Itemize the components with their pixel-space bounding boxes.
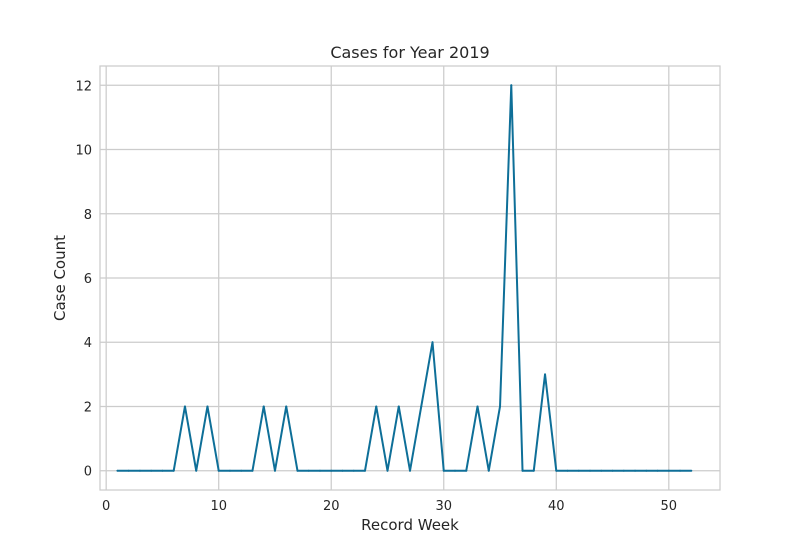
y-tick-label: 12 [75,79,92,94]
series-line [117,84,692,472]
data-point [330,469,333,472]
data-point [352,469,355,472]
plot-frame [99,65,721,491]
data-point [161,469,164,472]
y-tick-label: 6 [84,272,92,287]
data-point [285,405,288,408]
x-tick-labels: 0 10 20 30 40 50 [102,499,677,514]
data-point [431,341,434,344]
data-point [195,469,198,472]
data-point [273,469,276,472]
data-point [375,405,378,408]
data-point [645,469,648,472]
data-point [206,405,209,408]
data-point [544,373,547,376]
y-tick-label: 8 [84,208,92,223]
y-tick-labels: 0 2 4 6 8 10 12 [75,79,92,479]
data-point [386,469,389,472]
grid [100,66,720,490]
data-point [172,469,175,472]
data-point [442,469,445,472]
data-point [150,469,153,472]
y-axis-label: Case Count [51,235,69,321]
data-point [318,469,321,472]
data-point [397,405,400,408]
data-point [476,405,479,408]
series-layer [116,84,693,472]
data-point [420,405,423,408]
data-point [183,405,186,408]
data-point [409,469,411,472]
data-point [589,469,592,472]
data-point [679,469,682,472]
data-point [577,469,580,472]
data-point [217,469,220,472]
data-point [521,469,524,472]
data-point [116,469,119,472]
data-point [307,469,310,472]
x-tick-label: 20 [323,499,340,514]
data-point [622,469,625,472]
data-point [566,469,569,472]
data-point [251,469,254,472]
x-axis-label: Record Week [361,516,459,534]
data-point [555,469,558,472]
data-point [600,469,603,472]
x-tick-label: 40 [548,499,565,514]
data-point [138,469,141,472]
y-tick-label: 10 [75,144,92,159]
data-point [296,469,299,472]
data-point [240,469,243,472]
x-tick-label: 30 [435,499,452,514]
data-point [262,405,265,408]
data-point [611,469,614,472]
data-point [532,469,535,472]
data-point [690,469,693,472]
data-point [228,469,231,472]
chart-title: Cases for Year 2019 [330,43,489,62]
y-tick-label: 0 [84,465,92,480]
y-tick-label: 2 [84,400,92,415]
x-tick-label: 10 [210,499,227,514]
x-tick-label: 0 [102,499,110,514]
data-point [499,405,502,408]
data-point [127,469,130,472]
data-point [487,469,490,472]
data-point [363,469,366,472]
data-point [510,84,513,87]
x-tick-label: 50 [661,499,678,514]
data-point [341,469,344,472]
data-point [465,469,468,472]
data-point [454,469,457,472]
data-point [656,469,659,472]
data-point [634,469,637,472]
data-point [667,469,670,472]
y-tick-label: 4 [84,336,92,351]
